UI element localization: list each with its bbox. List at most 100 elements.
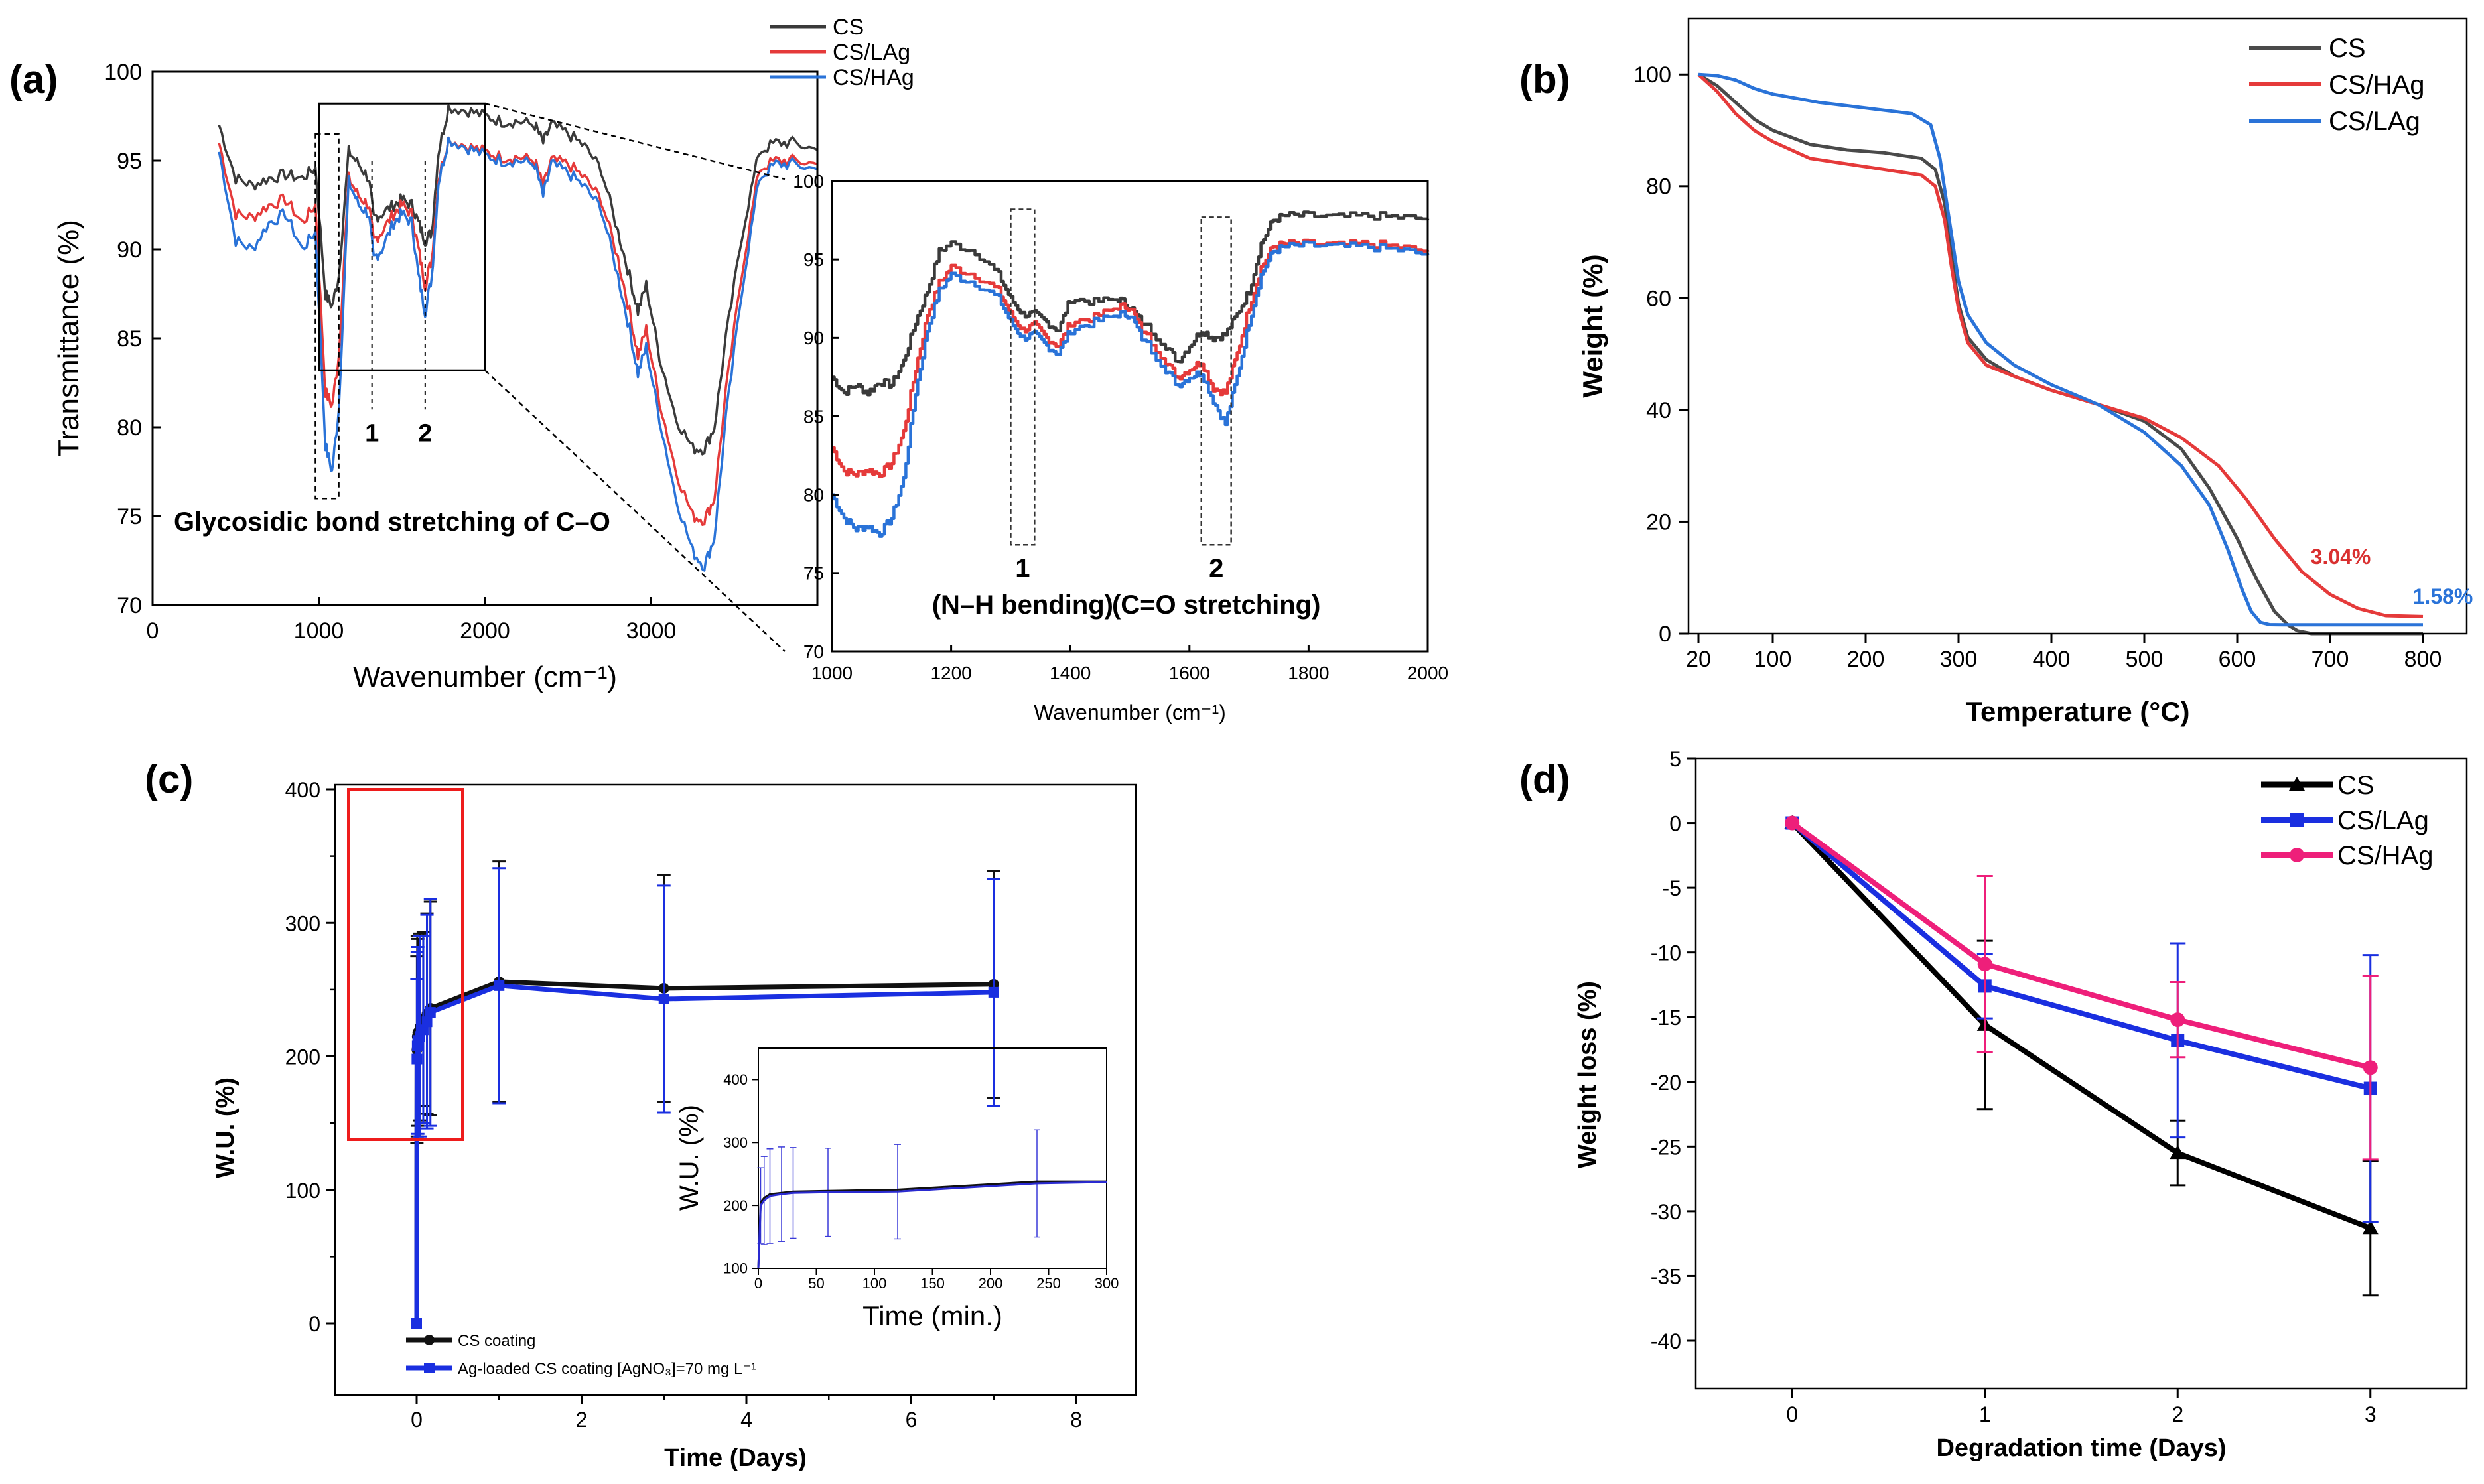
tga-line-cs-lag	[1698, 72, 2423, 627]
a-x-tick-label: 3000	[626, 618, 677, 643]
ai-y-tick-label: 95	[803, 249, 824, 270]
ci-line-cs	[757, 1180, 1107, 1269]
b-x-tick-label: 300	[1940, 647, 1978, 672]
c-y-axis-label: W.U. (%)	[212, 1077, 240, 1178]
d-line-cs-lag	[1790, 821, 2371, 1091]
d-plot-frame	[1694, 757, 2468, 1390]
ai-label-1: 1	[1015, 554, 1030, 583]
b-x-tick-label: 800	[2404, 647, 2442, 672]
d-legend-marker	[2290, 848, 2304, 862]
c-legend-label: Ag-loaded CS coating [AgNO₃]=70 mg L⁻¹	[458, 1360, 756, 1378]
ai-x-axis-label: Wavenumber (cm⁻¹)	[1034, 701, 1226, 724]
a-legend-label: CS/HAg	[833, 65, 914, 90]
inset-line-cs	[832, 210, 1430, 397]
ci-x-tick-label: 300	[1095, 1275, 1119, 1292]
d-y-tick-label: -20	[1651, 1071, 1681, 1095]
d-x-tick-label: 3	[2365, 1402, 2377, 1426]
b-y-tick-label: 20	[1646, 509, 1671, 535]
c-y-tick-label: 400	[285, 778, 320, 802]
b-annotation-3-04: 3.04%	[2311, 545, 2371, 569]
ci-plot-frame	[758, 1047, 1107, 1269]
c-x-tick-label: 0	[411, 1408, 423, 1432]
b-legend-label: CS/HAg	[2329, 70, 2425, 100]
b-y-tick-label: 60	[1646, 286, 1671, 311]
ai-y-tick-label: 100	[793, 171, 824, 192]
b-x-tick-label: 600	[2219, 647, 2256, 672]
c-legend-label: CS coating	[458, 1332, 535, 1350]
ai-x-tick-label: 1400	[1050, 663, 1091, 683]
a-x-axis-label: Wavenumber (cm⁻¹)	[353, 661, 617, 693]
c-point-ag	[658, 993, 669, 1004]
a-y-tick-label: 100	[104, 60, 142, 85]
d-y-tick-label: -35	[1651, 1264, 1681, 1288]
a-x-tick-label: 2000	[460, 618, 510, 643]
ci-x-tick-label: 150	[920, 1275, 945, 1292]
b-x-tick-label: 700	[2312, 647, 2349, 672]
d-x-tick-label: 1	[1979, 1402, 1991, 1426]
d-x-axis-label: Degradation time (Days)	[1936, 1434, 2226, 1462]
a-zoom-connector-top	[484, 103, 786, 180]
ci-x-tick-label: 50	[808, 1275, 824, 1292]
a-y-tick-label: 90	[117, 237, 142, 263]
panel-label-c: (c)	[145, 757, 193, 801]
a-legend-label: CS	[833, 15, 864, 40]
d-point-hag	[1977, 957, 1992, 972]
ai-y-tick-label: 85	[803, 406, 824, 427]
d-point-hag	[1785, 815, 1800, 831]
c-x-tick-label: 4	[740, 1408, 752, 1432]
b-annotation-1-58: 1.58%	[2413, 584, 2473, 608]
b-x-tick-label: 20	[1686, 647, 1711, 672]
ci-x-tick-label: 100	[862, 1275, 887, 1292]
a-legend-label: CS/LAg	[833, 40, 910, 65]
ftir-line-cs	[218, 104, 818, 456]
a-y-tick-label: 75	[117, 504, 142, 529]
d-y-tick-label: -40	[1651, 1329, 1681, 1353]
ci-x-tick-label: 250	[1036, 1275, 1061, 1292]
d-y-axis-label: Weight loss (%)	[1574, 981, 1602, 1168]
b-y-tick-label: 0	[1659, 622, 1671, 647]
c-plot-frame	[334, 783, 1137, 1396]
c-highlight-box	[347, 788, 464, 1141]
ci-y-tick-label: 200	[723, 1197, 748, 1214]
c-point-ag	[494, 980, 505, 991]
a-zoom-box	[318, 102, 486, 371]
ci-y-axis-label: W.U. (%)	[675, 1105, 704, 1211]
a-y-tick-label: 85	[117, 326, 142, 352]
d-legend-marker	[2290, 813, 2304, 827]
panel-a-inset: 1000 1200 1400 1600 1800 2000 70 75 80 85 90 95 100 W…	[793, 171, 1448, 724]
ci-x-tick-label: 200	[979, 1275, 1003, 1292]
d-line-cs-hag	[1790, 821, 2371, 1071]
c-y-tick-label: 0	[309, 1312, 320, 1336]
c-y-tick-label: 200	[285, 1046, 320, 1069]
b-x-tick-label: 200	[1847, 647, 1885, 672]
a-y-axis-label: Transmittance (%)	[52, 220, 85, 457]
ai-label-1-desc: (N–H bending)	[932, 590, 1113, 620]
a-dashed-box-glycosidic	[314, 133, 340, 500]
ai-label-2-desc: (C=O stretching)	[1112, 590, 1320, 620]
ci-y-tick-label: 100	[723, 1260, 748, 1277]
a-y-tick-label: 70	[117, 593, 142, 618]
c-point-ag	[421, 1016, 433, 1028]
ai-y-tick-label: 90	[803, 328, 824, 348]
panel-b: 20 100 200 300 400 500 600 700 800 0 20 40 60 80 100 Te…	[1577, 17, 2473, 727]
ci-y-tick-label: 300	[723, 1134, 748, 1151]
d-legend-marker	[2289, 777, 2305, 791]
panel-label-d: (d)	[1519, 757, 1570, 801]
d-point-cs	[2362, 1220, 2379, 1235]
d-y-tick-label: -30	[1651, 1200, 1681, 1224]
d-legend-label: CS/HAg	[2337, 841, 2434, 870]
d-point-cs	[2170, 1145, 2186, 1160]
ai-dashed-box-2	[1200, 216, 1232, 546]
c-x-tick-label: 2	[576, 1408, 588, 1432]
b-y-tick-label: 80	[1646, 174, 1671, 200]
ci-x-tick-label: 0	[754, 1275, 762, 1292]
ai-x-tick-label: 1600	[1169, 663, 1210, 683]
c-line-cs	[414, 979, 994, 1324]
d-y-tick-label: 0	[1669, 812, 1681, 836]
panel-c-inset: 0 50 100 150 200 250 300 100 200 300 400 Time (min.…	[675, 1047, 1119, 1331]
b-x-tick-label: 500	[2126, 647, 2164, 672]
d-line-cs	[1790, 821, 2372, 1231]
c-point-ag	[411, 1053, 423, 1065]
b-y-axis-label: Weight (%)	[1577, 254, 1608, 397]
